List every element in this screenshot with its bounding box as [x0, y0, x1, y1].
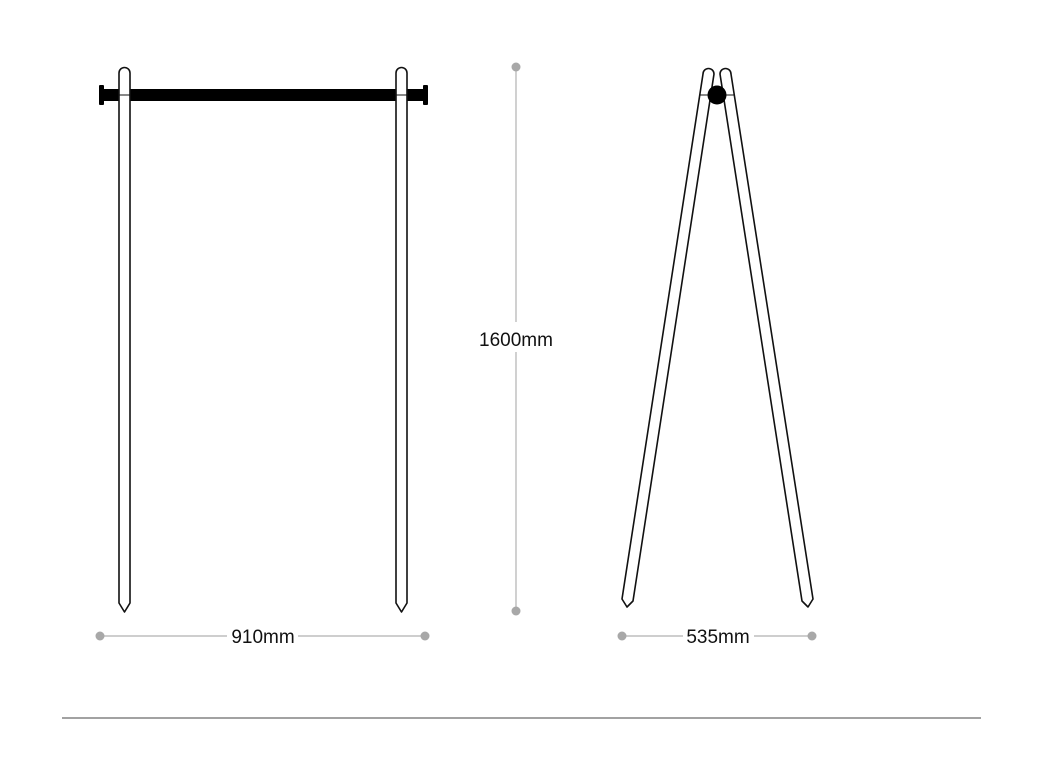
depth-dimension: 535mm — [617, 627, 817, 648]
side-view — [621, 67, 814, 608]
right-leg — [395, 66, 408, 613]
side-right-leg — [719, 67, 814, 608]
height-dimension: 1600mm — [479, 62, 553, 616]
rail-cross-section — [707, 85, 727, 105]
width-label: 910mm — [231, 627, 294, 648]
height-label: 1600mm — [479, 330, 553, 351]
left-leg — [118, 66, 131, 613]
hanging-rail — [99, 85, 428, 105]
side-left-leg — [621, 67, 715, 608]
front-view — [99, 66, 428, 613]
width-dimension: 910mm — [95, 627, 430, 648]
depth-label: 535mm — [686, 627, 749, 648]
